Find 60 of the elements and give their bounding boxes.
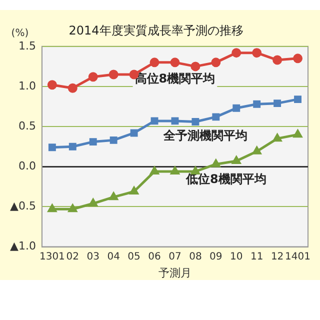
point (130, 186, 138, 194)
x-tick-label: 10 (230, 251, 243, 262)
x-tick-label: 07 (168, 251, 182, 262)
point (190, 62, 200, 72)
point (130, 129, 138, 137)
point (170, 58, 180, 68)
point (293, 130, 302, 138)
point (232, 156, 241, 164)
point (150, 166, 159, 174)
point (253, 100, 261, 108)
point (294, 96, 302, 104)
point (88, 198, 98, 207)
point (109, 192, 118, 200)
x-tick-label: 11 (250, 251, 264, 262)
x-tick-label: 06 (148, 251, 161, 262)
x-tick-label: 12 (270, 251, 284, 262)
y-tick-label: 1.0 (18, 79, 36, 92)
x-tick-label: 04 (107, 251, 120, 262)
x-tick-label: 1401 (285, 251, 310, 262)
y-tick-label: 0.5 (18, 119, 36, 132)
series-label: 低位8機関平均 (184, 172, 266, 186)
point (272, 55, 282, 65)
point (110, 136, 118, 144)
y-tick-label: ▲0.5 (10, 200, 36, 213)
point (48, 204, 56, 212)
y-tick-label: 0.0 (18, 160, 36, 172)
point (232, 48, 242, 58)
point (192, 118, 200, 126)
point (273, 134, 282, 142)
x-tick-label: 05 (128, 251, 140, 262)
point (150, 117, 158, 125)
point (212, 159, 220, 168)
point (274, 100, 282, 108)
chart-title: 2014年度実質成長率予測の推移 (68, 23, 244, 38)
x-tick-label: 03 (86, 251, 100, 262)
x-axis-title: 予測月 (158, 266, 192, 280)
y-tick-label: 1.5 (18, 39, 36, 52)
series-label: 全予測機関平均 (162, 128, 248, 142)
y-tick-label: ▲1.0 (10, 240, 36, 253)
x-tick-label: 1301 (39, 251, 65, 262)
point (170, 166, 180, 174)
point (232, 104, 240, 112)
point (68, 204, 77, 212)
point (68, 83, 78, 93)
point (89, 138, 97, 146)
point (150, 58, 160, 68)
point (212, 113, 220, 121)
point (68, 142, 76, 150)
point (48, 144, 56, 152)
point (252, 48, 262, 58)
x-tick-label: 09 (210, 251, 222, 262)
x-tick-label: 02 (66, 251, 80, 262)
point (88, 72, 98, 82)
x-tick-label: 08 (189, 251, 202, 262)
point (108, 70, 118, 80)
point (293, 54, 303, 64)
point (211, 58, 221, 68)
y-axis-title: (%) (11, 28, 29, 39)
point (47, 80, 57, 90)
point (171, 117, 179, 125)
